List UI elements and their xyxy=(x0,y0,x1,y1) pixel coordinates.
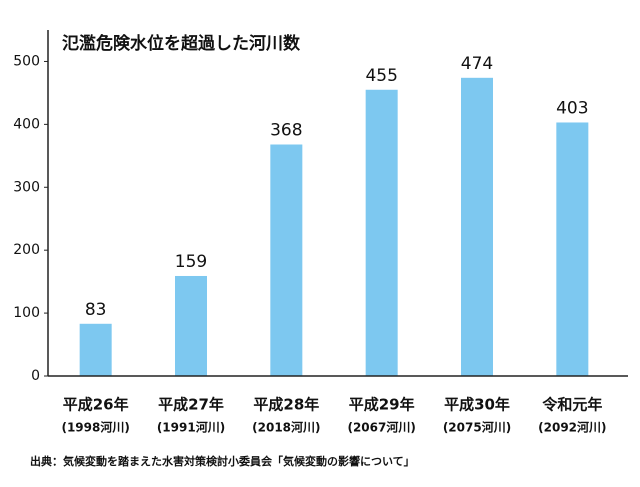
y-tick-label: 500 xyxy=(13,53,40,69)
bar xyxy=(556,122,589,376)
value-label: 455 xyxy=(365,66,397,86)
x-tick-label: 平成27年 xyxy=(158,396,224,414)
x-tick-label: 平成28年 xyxy=(253,396,319,414)
value-label: 403 xyxy=(556,98,588,118)
x-tick-label: 平成29年 xyxy=(349,396,415,414)
x-tick-sublabel: (1991河川) xyxy=(157,420,225,435)
x-tick-sublabel: (2018河川) xyxy=(252,420,320,435)
value-label: 159 xyxy=(175,252,207,272)
x-tick-sublabel: (1998河川) xyxy=(61,420,129,435)
value-label: 368 xyxy=(270,120,302,140)
x-tick-label: 平成26年 xyxy=(63,396,129,414)
bar xyxy=(270,144,303,376)
bar xyxy=(175,275,207,376)
chart-title: 氾濫危険水位を超過した河川数 xyxy=(62,33,301,54)
x-tick-label: 令和元年 xyxy=(542,396,602,414)
value-label: 474 xyxy=(461,54,493,74)
bar xyxy=(79,323,112,376)
x-tick-label: 平成30年 xyxy=(444,396,510,414)
y-tick-label: 200 xyxy=(13,242,40,258)
x-tick-sublabel: (2092河川) xyxy=(538,420,606,435)
bar xyxy=(365,89,398,376)
x-tick-sublabel: (2075河川) xyxy=(443,420,511,435)
y-tick-label: 300 xyxy=(13,179,40,195)
value-label: 83 xyxy=(85,300,107,320)
source-note: 出典：気候変動を踏まえた水害対策検討小委員会「気候変動の影響について」 xyxy=(30,454,415,468)
y-tick-label: 0 xyxy=(31,368,40,384)
y-tick-label: 400 xyxy=(13,116,40,132)
bar xyxy=(461,77,493,376)
y-tick-label: 100 xyxy=(13,305,40,321)
x-tick-sublabel: (2067河川) xyxy=(347,420,415,435)
